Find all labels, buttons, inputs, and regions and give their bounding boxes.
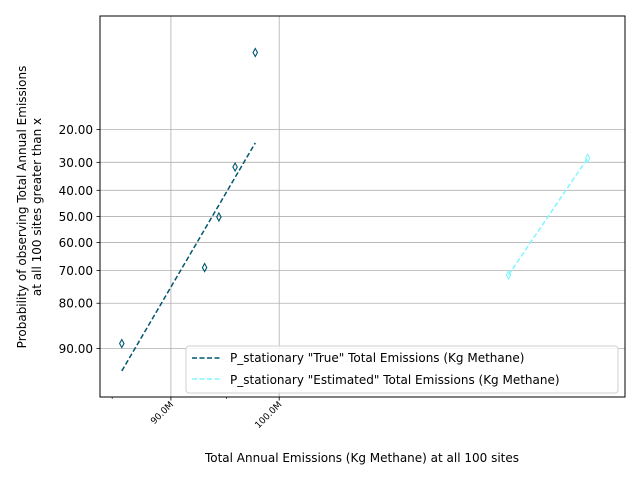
y-tick-label: 60.00 <box>59 236 93 250</box>
x-tick-label: 90.0M <box>149 400 176 427</box>
data-point-series-0 <box>252 47 259 58</box>
legend-label-true: P_stationary "True" Total Emissions (Kg … <box>230 351 524 365</box>
y-tick-label: 70.00 <box>59 264 93 278</box>
legend: P_stationary "True" Total Emissions (Kg … <box>185 345 619 394</box>
plot-frame <box>99 15 626 398</box>
y-axis-label-line-1: Probability of observing Total Annual Em… <box>15 66 29 349</box>
data-point-series-0 <box>232 161 238 173</box>
y-axis-ticks: 20.00 30.00 40.00 50.00 60.00 70.00 80.00 90.00 <box>59 123 100 356</box>
data-point-series-1 <box>584 152 591 164</box>
data-point-series-0 <box>201 262 208 273</box>
fit-line-series-1 <box>507 157 589 276</box>
y-tick-label: 30.00 <box>59 156 93 170</box>
fit-line-series-0 <box>121 142 256 372</box>
legend-box <box>185 345 619 394</box>
legend-label-estimated: P_stationary "Estimated" Total Emissions… <box>230 373 560 387</box>
y-tick-label: 40.00 <box>59 184 93 198</box>
plot-area <box>100 16 625 397</box>
y-axis-label-line-2: at all 100 sites greater than x <box>30 118 44 296</box>
data-points <box>118 47 591 349</box>
y-tick-label: 80.00 <box>59 297 93 311</box>
data-point-series-0 <box>118 338 125 349</box>
x-tick-label: 100.0M <box>254 400 285 431</box>
y-tick-label: 90.00 <box>59 342 93 356</box>
data-point-series-1 <box>505 269 512 281</box>
fit-lines <box>121 142 589 372</box>
data-point-series-0 <box>216 211 222 223</box>
y-tick-label: 50.00 <box>59 210 93 224</box>
x-axis-label: Total Annual Emissions (Kg Methane) at a… <box>204 451 519 465</box>
x-axis-ticks: 90.0M 100.0M <box>111 397 285 431</box>
y-tick-label: 20.00 <box>59 123 93 137</box>
